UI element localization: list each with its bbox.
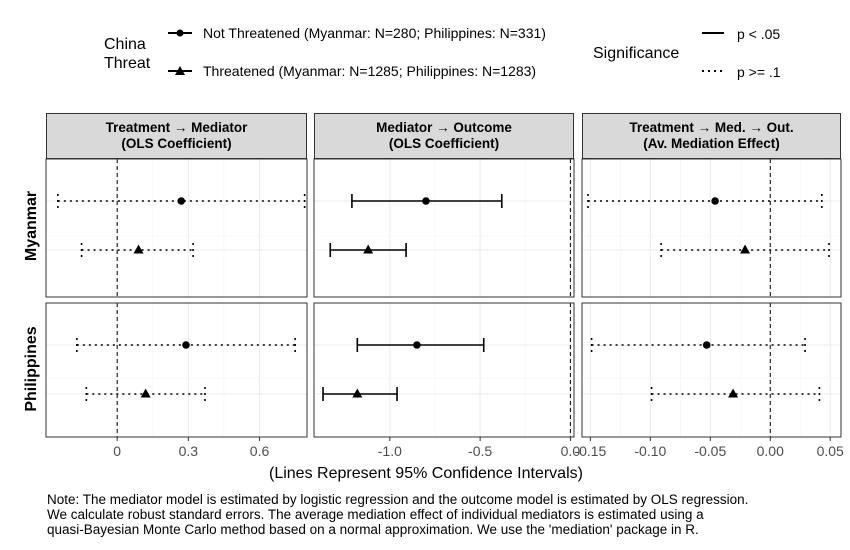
- strip-subtitle: (OLS Coefficient): [388, 136, 500, 151]
- estimate-point-threatened: [140, 388, 151, 398]
- strip-subtitle: (OLS Coefficient): [121, 136, 232, 151]
- strip-title: Mediator → Outcome: [376, 120, 512, 135]
- footnote-line: quasi-Bayesian Monte Carlo method based …: [47, 522, 699, 537]
- triangle-marker-icon: [175, 66, 185, 75]
- estimate-point-threatened: [352, 388, 363, 398]
- panel-border: [45, 302, 308, 438]
- legend-key-not-threatened: [168, 29, 192, 37]
- strip-title: Treatment → Mediator: [105, 120, 248, 135]
- tick-label: 0.3: [179, 443, 199, 459]
- panel-border: [581, 158, 842, 298]
- tick-label: 0.05: [817, 443, 844, 459]
- legend-item-p-nonsig: p >= .1: [737, 64, 781, 80]
- footnote-line: Note: The mediator model is estimated by…: [47, 492, 749, 507]
- panel-border: [313, 158, 575, 298]
- estimate-point-not-threatened: [711, 197, 719, 205]
- strip-title: Treatment → Med. → Out.: [629, 120, 794, 135]
- tick-label: 0: [113, 443, 121, 459]
- footnote: Note: The mediator model is estimated by…: [47, 492, 748, 537]
- estimate-point-threatened: [728, 388, 739, 398]
- tick-label: 0.6: [250, 443, 270, 459]
- estimate-point-threatened: [133, 244, 144, 254]
- tick-label: -1.0: [378, 443, 402, 459]
- panel-border: [45, 158, 308, 298]
- legend-threat-title-line1: China: [104, 36, 146, 53]
- legend-item-threatened: Threatened (Myanmar: N=1285; Philippines…: [203, 63, 537, 79]
- footnote-line: We calculate robust standard errors. The…: [47, 507, 704, 522]
- estimate-point-not-threatened: [182, 341, 190, 349]
- legend-threat-title: China Threat: [104, 35, 150, 73]
- legend-item-p-sig: p < .05: [737, 26, 781, 42]
- legend-significance-title: Significance: [593, 45, 680, 62]
- legend-item-not-threatened: Not Threatened (Myanmar: N=280; Philippi…: [203, 25, 546, 41]
- circle-marker-icon: [176, 29, 184, 37]
- column-strip-mediator-outcome: Mediator → Outcome (OLS Coefficient): [314, 113, 574, 159]
- panel-border: [313, 302, 575, 438]
- x-axis-label: (Lines Represent 95% Confidence Interval…: [269, 465, 583, 482]
- legend-key-threatened: [168, 66, 192, 75]
- plot-panels: 0 0.3 0.6 -1.0 -0.5 0.0-0.15 -0.10 -0.05 0.00 0.0…: [45, 158, 844, 459]
- estimate-point-not-threatened: [702, 341, 711, 349]
- estimate-point-threatened: [363, 244, 374, 254]
- estimate-point-not-threatened: [413, 341, 421, 349]
- tick-label: -0.10: [634, 443, 666, 459]
- legend-key-solid: [702, 32, 724, 34]
- estimate-point-not-threatened: [177, 197, 186, 205]
- panel-border: [581, 302, 842, 438]
- legend-key-dotted: [702, 70, 724, 72]
- estimate-point-threatened: [740, 244, 751, 254]
- column-strip-mediation-effect: Treatment → Med. → Out. (Av. Mediation E…: [582, 113, 841, 159]
- tick-label: 0.00: [757, 443, 784, 459]
- legend-threat-title-line2: Threat: [104, 55, 151, 72]
- estimate-point-not-threatened: [422, 197, 430, 205]
- strip-subtitle: (Av. Mediation Effect): [643, 136, 780, 151]
- tick-label: -0.05: [694, 443, 726, 459]
- tick-label: -0.15: [574, 443, 606, 459]
- tick-label: -0.5: [468, 443, 492, 459]
- tick-label: 0.0: [561, 443, 581, 459]
